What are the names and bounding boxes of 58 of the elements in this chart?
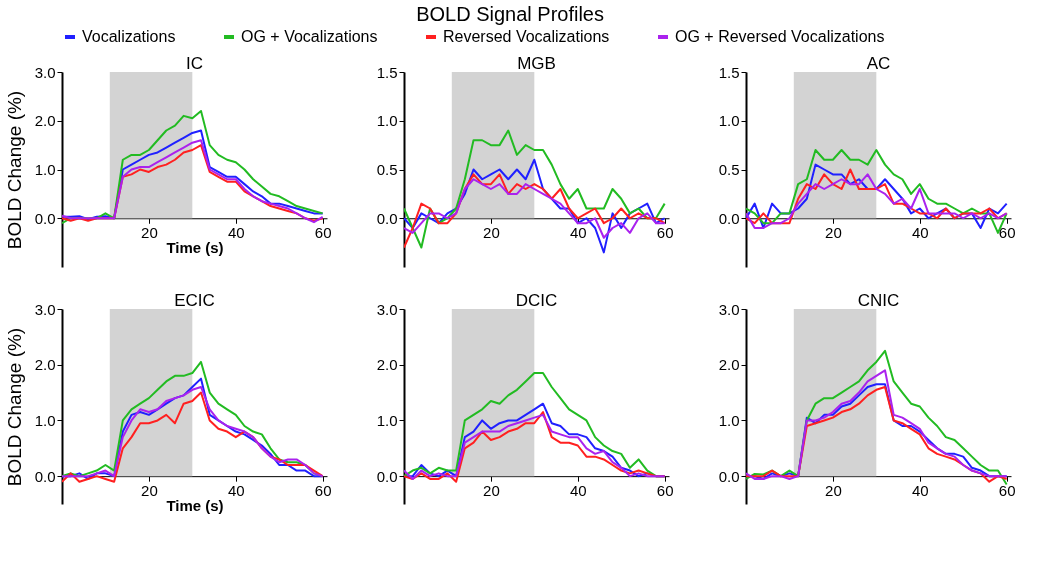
- x-tick-label: 60: [314, 223, 332, 241]
- y-tick-label: 0.0: [34, 209, 56, 227]
- y-tick-label: 3.0: [718, 300, 740, 318]
- legend-label: OG + Reversed Vocalizations: [675, 28, 885, 45]
- legend-label: Reversed Vocalizations: [443, 28, 610, 45]
- x-tick-label: 60: [998, 223, 1016, 241]
- y-tick-label: 1.0: [34, 161, 56, 178]
- chart-title: AC: [866, 54, 891, 73]
- y-tick-label: 2.0: [718, 356, 740, 374]
- y-tick-label: 1.5: [718, 63, 740, 81]
- x-tick-label: 20: [141, 481, 158, 499]
- y-tick-label: 1.0: [718, 411, 740, 429]
- x-tick-label: 20: [825, 223, 842, 241]
- y-tick-label: 1.5: [376, 63, 398, 81]
- y-tick-label: 3.0: [34, 300, 56, 318]
- y-tick-label: 2.0: [376, 356, 398, 374]
- chart-title: ECIC: [174, 291, 215, 310]
- chart-title: IC: [186, 54, 203, 73]
- x-tick-label: 40: [569, 223, 587, 241]
- y-tick-label: 2.0: [34, 112, 56, 130]
- x-tick-label: 20: [483, 481, 500, 499]
- x-tick-label: 20: [141, 223, 158, 241]
- y-tick-label: 0.0: [376, 209, 398, 227]
- chart-title: MGB: [517, 54, 556, 73]
- chart-title: DCIC: [515, 291, 558, 310]
- y-axis-title: BOLD Change (%): [3, 327, 25, 487]
- y-tick-label: 0.5: [718, 161, 740, 178]
- x-tick-label: 40: [227, 481, 245, 499]
- y-tick-label: 1.0: [376, 112, 398, 130]
- y-tick-label: 0.0: [34, 467, 56, 485]
- y-tick-label: 1.0: [376, 411, 398, 429]
- x-tick-label: 40: [911, 223, 929, 241]
- x-tick-label: 40: [569, 481, 587, 499]
- x-tick-label: 20: [825, 481, 842, 499]
- x-axis-title: Time (s): [166, 496, 224, 514]
- legend-label: Vocalizations: [82, 28, 176, 45]
- y-tick-label: 0.0: [718, 209, 740, 227]
- x-tick-label: 60: [998, 481, 1016, 499]
- y-tick-label: 3.0: [376, 300, 398, 318]
- y-axis-title: BOLD Change (%): [3, 90, 25, 250]
- y-tick-label: 0.5: [376, 161, 398, 178]
- y-tick-label: 2.0: [34, 356, 56, 374]
- x-tick-label: 40: [227, 223, 245, 241]
- y-tick-label: 0.0: [718, 467, 740, 485]
- line-series: [62, 110, 324, 225]
- chart-title: CNIC: [857, 291, 900, 310]
- y-tick-label: 1.0: [34, 411, 56, 429]
- legend-label: OG + Vocalizations: [241, 28, 378, 45]
- y-tick-label: 0.0: [376, 467, 398, 485]
- y-tick-label: 1.0: [718, 112, 740, 130]
- x-tick-label: 60: [656, 481, 674, 499]
- x-tick-label: 60: [314, 481, 332, 499]
- x-tick-label: 60: [656, 223, 674, 241]
- x-tick-label: 20: [483, 223, 500, 241]
- y-tick-label: 3.0: [34, 63, 56, 81]
- x-axis-title: Time (s): [166, 238, 224, 256]
- x-tick-label: 40: [911, 481, 929, 499]
- text: BOLD Signal Profiles: [416, 3, 605, 25]
